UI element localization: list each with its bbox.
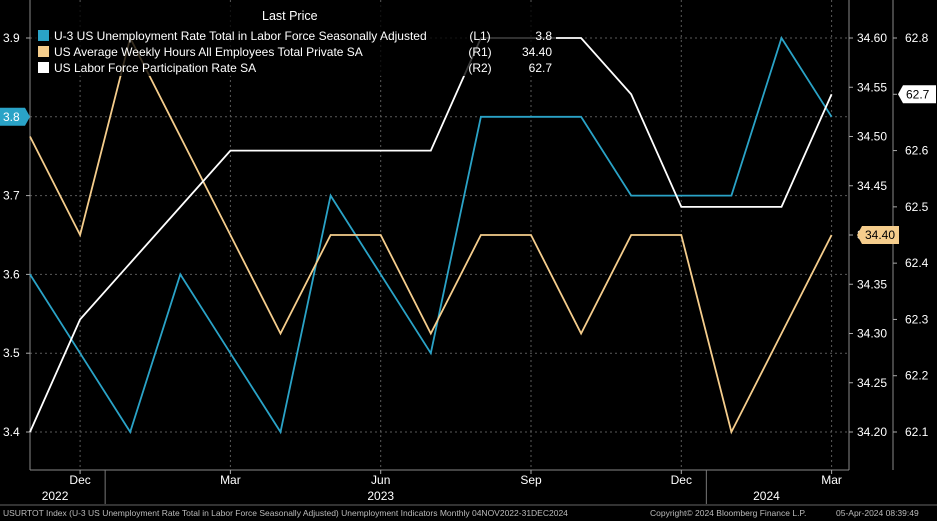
r1-last-price-tag: 34.40 <box>865 228 895 242</box>
x-tick-label: Dec <box>671 473 692 487</box>
l1-last-price-tag: 3.8 <box>3 110 20 124</box>
legend-swatch-r2 <box>38 62 49 73</box>
r2-tick-label: 62.4 <box>905 256 929 270</box>
l1-last-price-tag-bg <box>0 107 30 126</box>
footer-copyright: Copyright© 2024 Bloomberg Finance L.P. <box>650 508 807 518</box>
legend-swatch-l1 <box>38 30 49 41</box>
legend-label-r2: US Labor Force Participation Rate SA <box>54 61 256 75</box>
legend-last-price-r2: 62.7 <box>529 61 553 75</box>
l1-tick-label: 3.4 <box>3 425 20 439</box>
r2-tick-label: 62.5 <box>905 200 929 214</box>
x-year-label: 2022 <box>42 489 69 503</box>
legend-swatch-r1 <box>38 46 49 57</box>
r1-tick-label: 34.60 <box>857 31 887 45</box>
x-year-label: 2024 <box>753 489 780 503</box>
legend-label-r1: US Average Weekly Hours All Employees To… <box>54 45 363 59</box>
x-tick-label: Sep <box>520 473 542 487</box>
legend-axis-tag-l1: (L1) <box>469 29 490 43</box>
r1-tick-label: 34.30 <box>857 327 887 341</box>
chart-background <box>0 0 937 506</box>
footer-timestamp: 05-Apr-2024 08:39:49 <box>836 508 919 518</box>
r2-last-price-tag-bg <box>898 85 936 104</box>
r1-tick-label: 34.20 <box>857 425 887 439</box>
legend-axis-tag-r2: (R2) <box>468 61 491 75</box>
l1-tick-label: 3.6 <box>3 267 20 281</box>
legend-last-price-l1: 3.8 <box>535 29 552 43</box>
x-tick-label: Mar <box>220 473 241 487</box>
l1-tick-label: 3.9 <box>3 31 20 45</box>
series-line-r2 <box>29 37 833 433</box>
x-tick-label: Dec <box>69 473 90 487</box>
legend-label-l1: U-3 US Unemployment Rate Total in Labor … <box>54 29 427 43</box>
l1-tick-label: 3.5 <box>3 346 20 360</box>
r2-last-price-tag: 62.7 <box>906 87 930 101</box>
r1-tick-label: 34.55 <box>857 80 887 94</box>
r1-last-price-tag-bg <box>857 226 899 244</box>
x-tick-label: Jun <box>371 473 390 487</box>
r2-tick-label: 62.2 <box>905 369 929 383</box>
r2-tick-label: 62.6 <box>905 144 929 158</box>
r1-tick-label: 34.45 <box>857 179 887 193</box>
l1-tick-label: 3.7 <box>3 189 20 203</box>
r2-tick-label: 62.8 <box>905 31 929 45</box>
r1-tick-label: 34.50 <box>857 130 887 144</box>
r1-tick-label: 34.25 <box>857 376 887 390</box>
series-line-l1 <box>29 35 833 435</box>
series-line-r1 <box>29 35 833 435</box>
legend-axis-tag-r1: (R1) <box>468 45 491 59</box>
legend-header: Last Price <box>262 9 318 23</box>
r2-tick-label: 62.1 <box>905 425 929 439</box>
legend-last-price-r1: 34.40 <box>522 45 552 59</box>
x-year-label: 2023 <box>367 489 394 503</box>
x-tick-label: Mar <box>821 473 842 487</box>
r2-tick-label: 62.3 <box>905 312 929 326</box>
footer-description: USURTOT Index (U-3 US Unemployment Rate … <box>3 508 568 518</box>
r1-tick-label: 34.35 <box>857 277 887 291</box>
legend-box <box>32 4 556 76</box>
chart-footer: USURTOT Index (U-3 US Unemployment Rate … <box>0 506 937 521</box>
